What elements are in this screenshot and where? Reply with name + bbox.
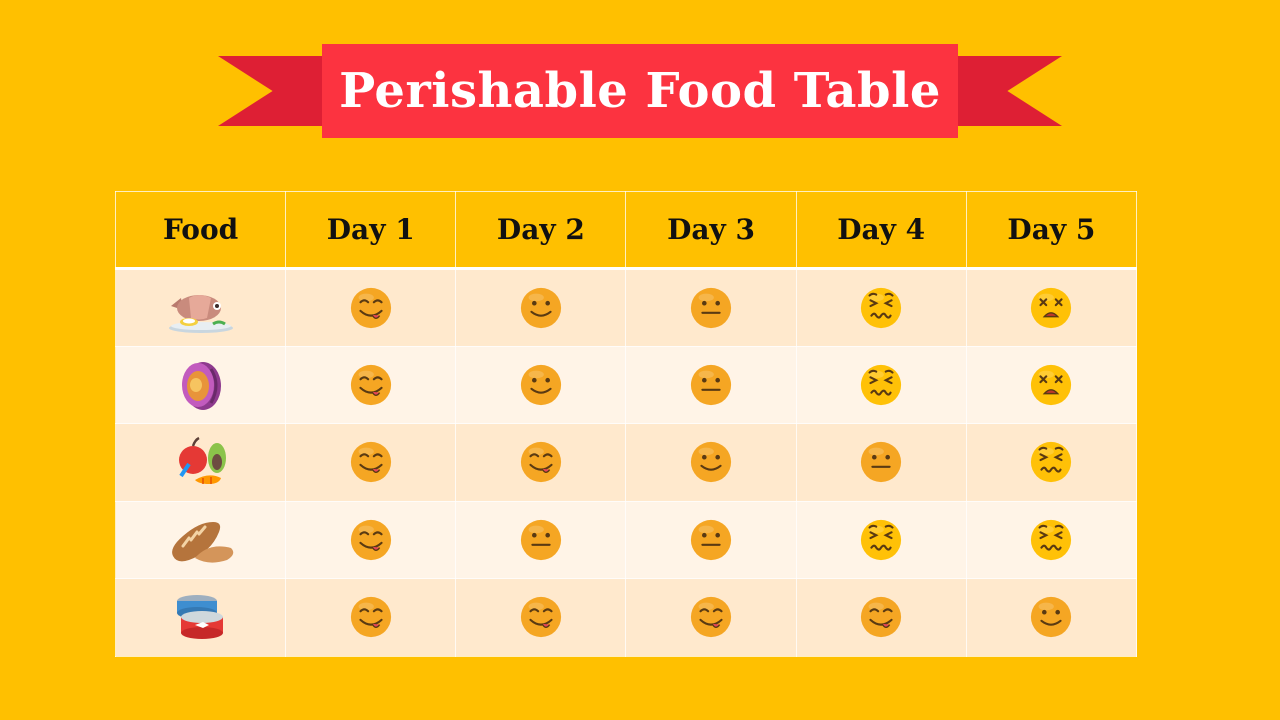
sick-face-icon	[797, 518, 966, 562]
yummy-face-icon	[286, 363, 455, 407]
food-cell	[114, 500, 287, 579]
header-day-2: Day 2	[455, 191, 627, 270]
day-4-cell	[795, 345, 967, 424]
neutral-face-icon	[626, 363, 795, 407]
header-day-3: Day 3	[625, 191, 797, 270]
neutral-face-icon	[797, 440, 966, 484]
sick-face-icon	[797, 286, 966, 330]
day-2-cell	[455, 578, 627, 657]
day-2-cell	[455, 500, 627, 579]
canned-food-icon	[116, 589, 285, 645]
title-ribbon: Perishable Food Table	[218, 44, 1062, 138]
food-cell	[114, 423, 287, 502]
sick-face-icon	[797, 363, 966, 407]
yummy-face-icon	[456, 440, 625, 484]
header-food: Food	[114, 191, 287, 270]
table-row	[114, 578, 1138, 657]
page-title: Perishable Food Table	[339, 63, 941, 119]
smile-face-icon	[456, 286, 625, 330]
food-cell	[114, 268, 287, 347]
yummy-face-icon	[286, 286, 455, 330]
yummy-face-icon	[286, 595, 455, 639]
table-row	[114, 500, 1138, 579]
sick-face-icon	[967, 440, 1136, 484]
perishable-food-table: Food Day 1 Day 2 Day 3 Day 4 Day 5	[114, 191, 1138, 657]
smile-face-icon	[967, 595, 1136, 639]
day-1-cell	[285, 500, 457, 579]
day-2-cell	[455, 268, 627, 347]
yummy-face-icon	[626, 595, 795, 639]
yummy-face-icon	[286, 518, 455, 562]
yummy-face-icon	[286, 440, 455, 484]
neutral-face-icon	[456, 518, 625, 562]
day-5-cell	[965, 500, 1138, 579]
sick-face-icon	[967, 518, 1136, 562]
day-3-cell	[625, 578, 797, 657]
food-cell	[114, 578, 287, 657]
fish-meat-dish-icon	[116, 280, 285, 336]
day-5-cell	[965, 345, 1138, 424]
day-1-cell	[285, 345, 457, 424]
day-1-cell	[285, 268, 457, 347]
neutral-face-icon	[626, 286, 795, 330]
day-4-cell	[795, 500, 967, 579]
bread-icon	[116, 512, 285, 568]
day-3-cell	[625, 500, 797, 579]
day-4-cell	[795, 268, 967, 347]
food-cell	[114, 345, 287, 424]
day-2-cell	[455, 345, 627, 424]
day-3-cell	[625, 345, 797, 424]
table-row	[114, 423, 1138, 502]
header-day-5: Day 5	[965, 191, 1138, 270]
dead-face-icon	[967, 363, 1136, 407]
yummy-face-icon	[456, 595, 625, 639]
day-4-cell	[795, 423, 967, 502]
header-day-4: Day 4	[795, 191, 967, 270]
day-1-cell	[285, 423, 457, 502]
ham-meat-icon	[116, 357, 285, 413]
table-row	[114, 345, 1138, 424]
smile-face-icon	[626, 440, 795, 484]
table-header-row: Food Day 1 Day 2 Day 3 Day 4 Day 5	[114, 191, 1138, 270]
day-2-cell	[455, 423, 627, 502]
day-3-cell	[625, 423, 797, 502]
fruits-vegetables-icon	[116, 434, 285, 490]
day-5-cell	[965, 423, 1138, 502]
yummy-face-icon	[797, 595, 966, 639]
day-5-cell	[965, 268, 1138, 347]
smile-face-icon	[456, 363, 625, 407]
day-1-cell	[285, 578, 457, 657]
header-day-1: Day 1	[285, 191, 457, 270]
dead-face-icon	[967, 286, 1136, 330]
day-5-cell	[965, 578, 1138, 657]
day-4-cell	[795, 578, 967, 657]
ribbon-banner: Perishable Food Table	[322, 44, 958, 138]
table-row	[114, 268, 1138, 347]
day-3-cell	[625, 268, 797, 347]
neutral-face-icon	[626, 518, 795, 562]
